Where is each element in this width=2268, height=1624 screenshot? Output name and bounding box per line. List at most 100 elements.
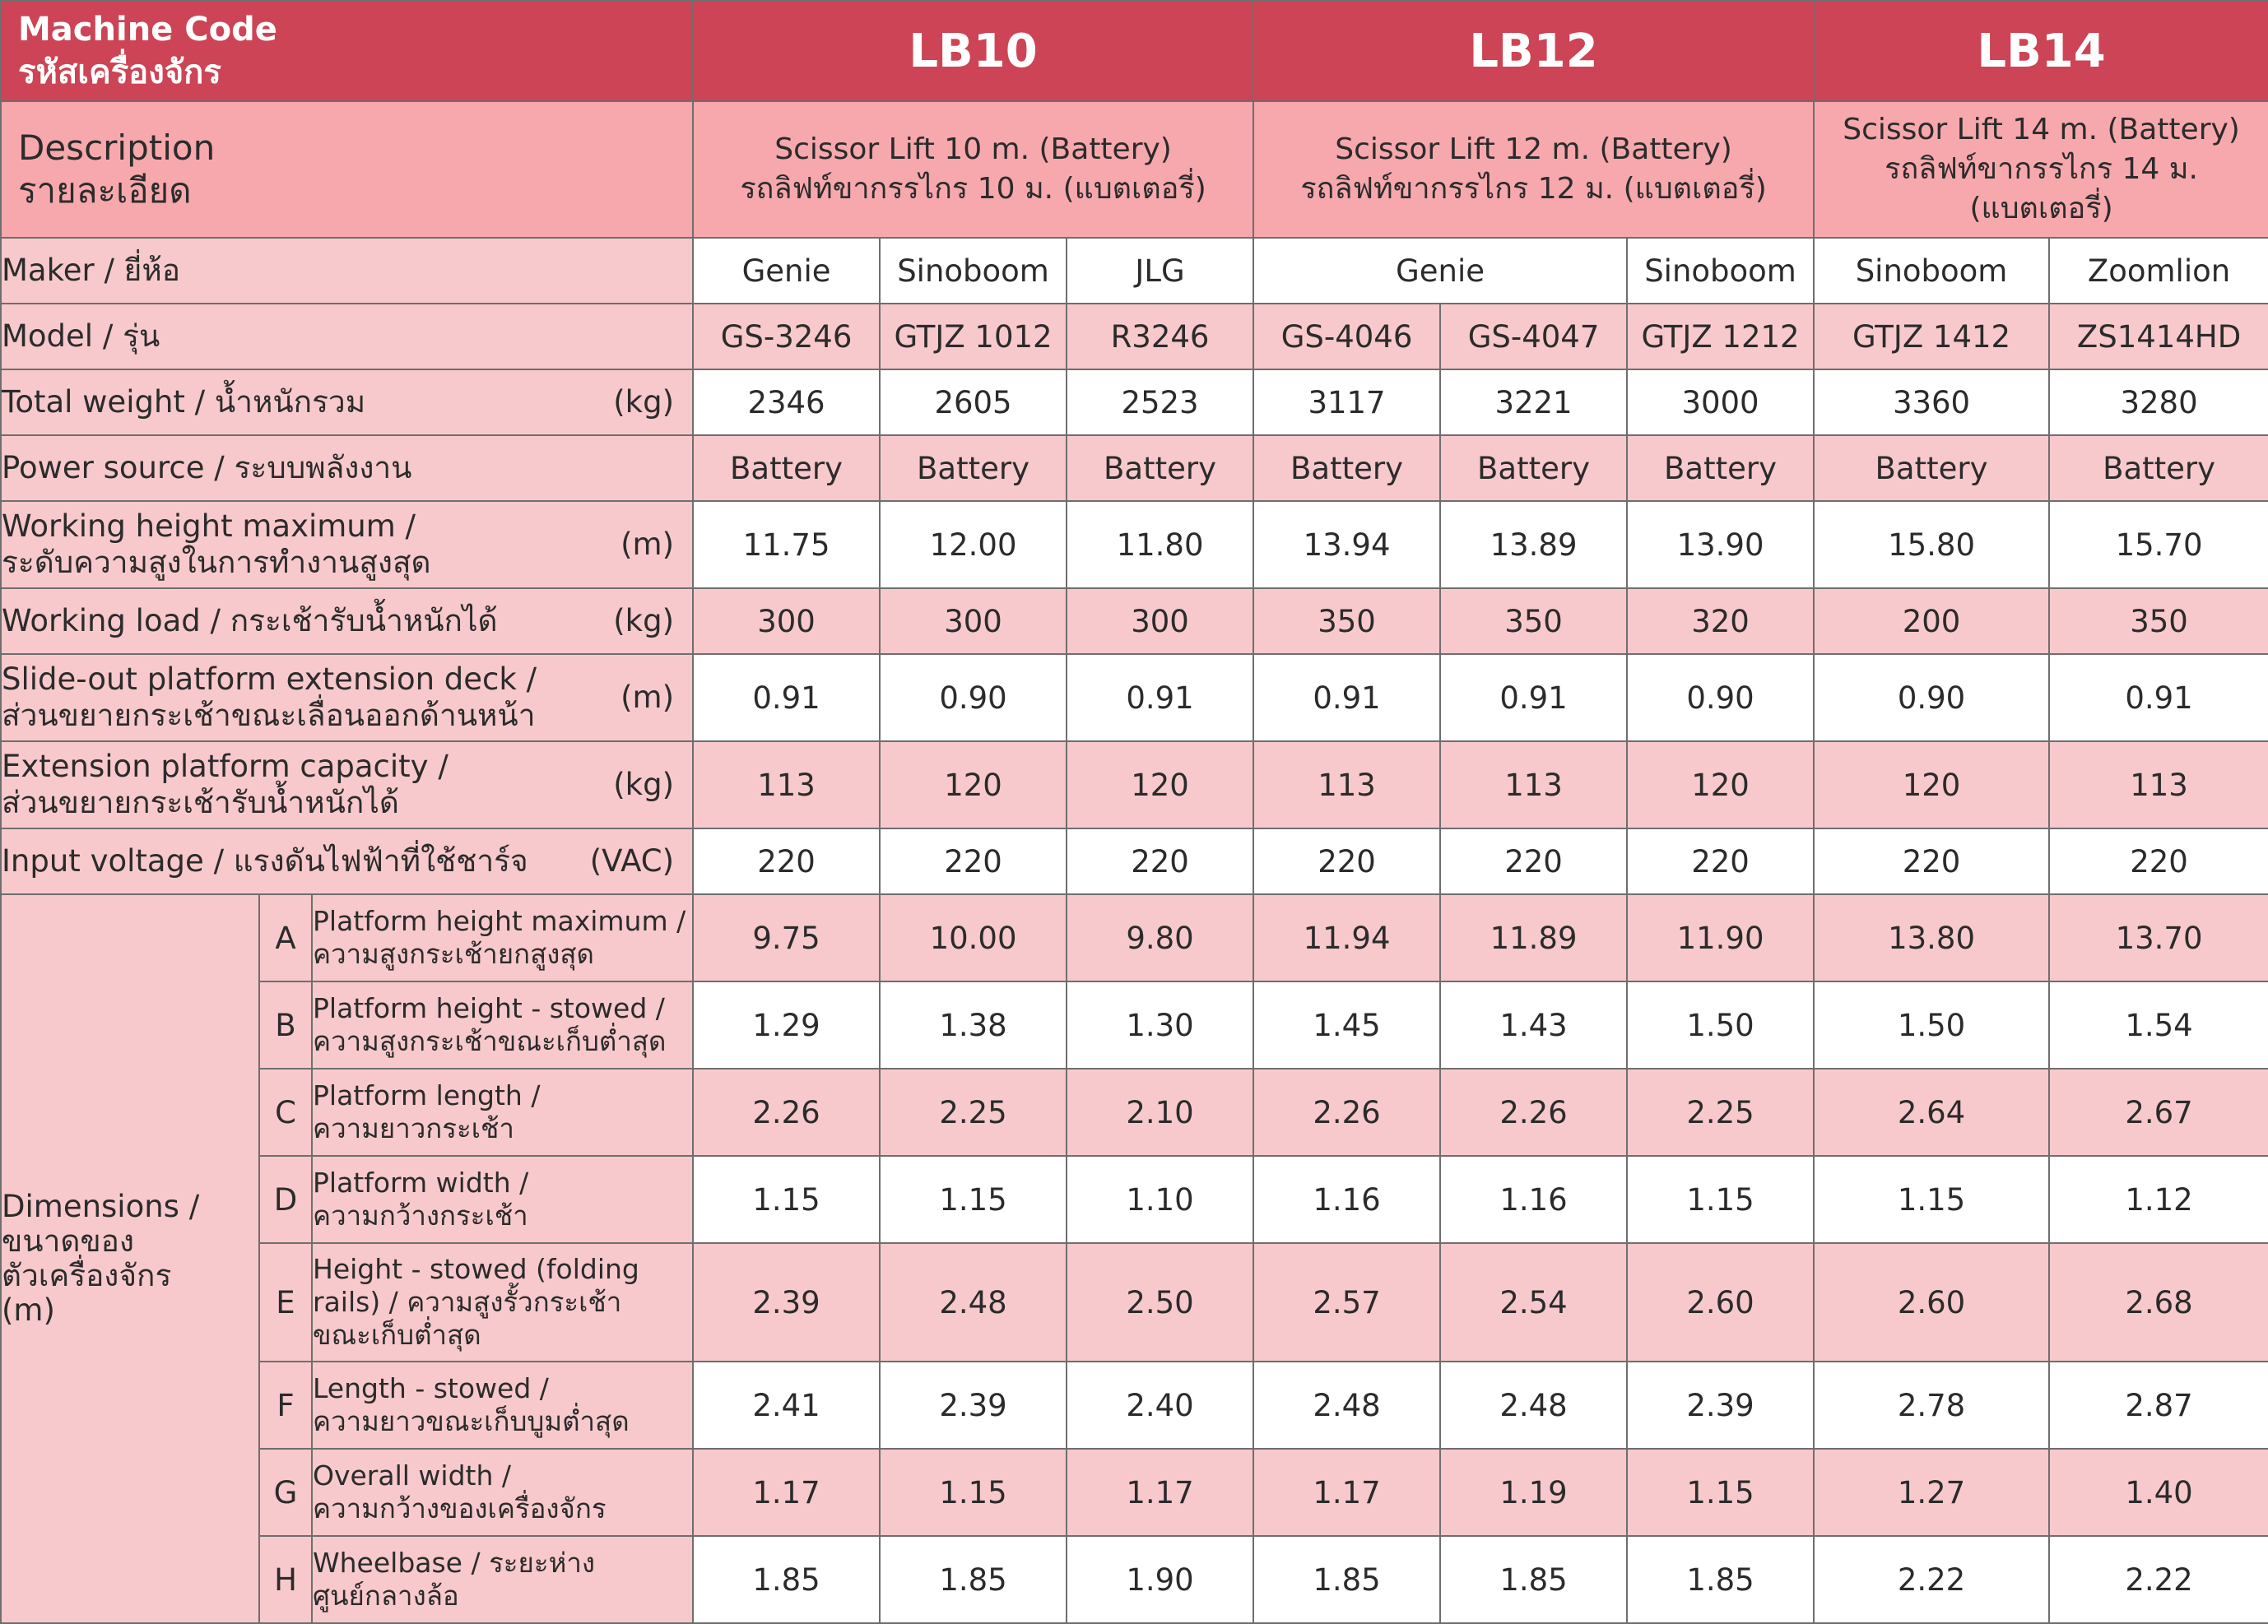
- unit-label: (kg): [613, 767, 675, 802]
- input-voltage-cell: 220: [2048, 828, 2268, 895]
- dimension-cell: 1.16: [1439, 1155, 1629, 1244]
- header-row: Machine Code รหัสเครื่องจักร LB10 LB12 L…: [0, 0, 2268, 102]
- total-weight-cell: 3221: [1439, 369, 1629, 436]
- dimension-letter: H: [258, 1535, 313, 1624]
- working-height-cell: 13.89: [1439, 500, 1629, 589]
- dimension-cell: 1.85: [879, 1535, 1068, 1624]
- dimension-cell: 2.22: [2048, 1535, 2268, 1624]
- working-height-cell: 12.00: [879, 500, 1068, 589]
- unit-label: (kg): [613, 603, 675, 638]
- power-source-cell: Battery: [1439, 434, 1629, 502]
- dimension-cell: 1.17: [1253, 1448, 1442, 1537]
- dimension-letter: B: [258, 981, 313, 1070]
- dimension-cell: 2.68: [2048, 1242, 2268, 1362]
- working-load-cell: 300: [692, 587, 881, 655]
- dimension-letter: D: [258, 1155, 313, 1244]
- dimension-cell: 2.26: [1439, 1068, 1629, 1157]
- working-height-cell: 15.70: [2048, 500, 2268, 589]
- dimension-cell: 2.87: [2048, 1361, 2268, 1450]
- power-source-label: Power source / ระบบพลังงาน: [0, 434, 695, 502]
- working-height-label: Working height maximum / ระดับความสูงในกา…: [0, 500, 695, 589]
- dimension-cell: 13.80: [1813, 893, 2051, 982]
- dimension-row-g: G Overall width / ความกว้างของเครื่องจักร…: [1, 1448, 2268, 1537]
- input-voltage-cell: 220: [1626, 828, 1815, 895]
- total-weight-label: Total weight / น้ำหนักรวม (kg): [0, 369, 695, 436]
- extension-capacity-cell: 120: [879, 740, 1068, 829]
- maker-cell: Sinoboom: [1626, 237, 1815, 304]
- dimension-cell: 2.78: [1813, 1361, 2051, 1450]
- dimension-cell: 1.27: [1813, 1448, 2051, 1537]
- dimension-cell: 1.30: [1066, 981, 1255, 1070]
- dimension-cell: 1.10: [1066, 1155, 1255, 1244]
- input-voltage-cell: 220: [692, 828, 881, 895]
- slide-out-label: Slide-out platform extension deck / ส่วนข…: [0, 653, 695, 742]
- total-weight-cell: 3360: [1813, 369, 2051, 436]
- model-cell: GTJZ 1412: [1813, 303, 2051, 370]
- dimension-cell: 13.70: [2048, 893, 2268, 982]
- dimension-cell: 2.10: [1066, 1068, 1255, 1157]
- input-voltage-cell: 220: [1253, 828, 1442, 895]
- dimension-cell: 1.12: [2048, 1155, 2268, 1244]
- total-weight-cell: 3280: [2048, 369, 2268, 436]
- power-source-cell: Battery: [1813, 434, 2051, 502]
- working-height-cell: 13.90: [1626, 500, 1815, 589]
- dimension-cell: 2.57: [1253, 1242, 1442, 1362]
- extension-capacity-cell: 120: [1066, 740, 1255, 829]
- working-load-label: Working load / กระเช้ารับน้ำหนักได้ (kg): [0, 587, 695, 655]
- dimension-cell: 1.45: [1253, 981, 1442, 1070]
- input-voltage-label: Input voltage / แรงดันไฟฟ้าที่ใช้ชาร์จ (V…: [0, 828, 695, 895]
- maker-row: Maker / ยี่ห้อ Genie Sinoboom JLG Genie …: [0, 237, 2268, 304]
- dimension-cell: 1.90: [1066, 1535, 1255, 1624]
- unit-label: (kg): [613, 384, 675, 420]
- power-source-cell: Battery: [692, 434, 881, 502]
- slide-out-cell: 0.91: [1066, 653, 1255, 742]
- dimension-cell: 9.75: [692, 893, 881, 982]
- dimension-letter: F: [258, 1361, 313, 1450]
- slide-out-row: Slide-out platform extension deck / ส่วนข…: [0, 653, 2268, 742]
- dimension-cell: 2.41: [692, 1361, 881, 1450]
- dimension-cell: 10.00: [879, 893, 1068, 982]
- dimension-letter: G: [258, 1448, 313, 1537]
- model-cell: GS-3246: [692, 303, 881, 370]
- dimension-cell: 2.25: [1626, 1068, 1815, 1157]
- dimension-cell: 1.85: [1439, 1535, 1629, 1624]
- input-voltage-cell: 220: [1813, 828, 2051, 895]
- extension-capacity-cell: 113: [692, 740, 881, 829]
- working-load-cell: 350: [1253, 587, 1442, 655]
- dimension-cell: 1.15: [1626, 1448, 1815, 1537]
- dimension-cell: 1.85: [1626, 1535, 1815, 1624]
- dimension-label: Overall width / ความกว้างของเครื่องจักร: [310, 1448, 695, 1537]
- dimensions-label: Dimensions / ขนาดของ ตัวเครื่องจักร (m): [0, 893, 260, 1624]
- extension-capacity-cell: 113: [1439, 740, 1629, 829]
- dimension-row-d: D Platform width / ความกว้างกระเช้า 1.15 …: [1, 1155, 2268, 1244]
- group-lb12: LB12: [1253, 0, 1815, 102]
- dimension-cell: 1.54: [2048, 981, 2268, 1070]
- working-height-row: Working height maximum / ระดับความสูงในกา…: [0, 500, 2268, 589]
- power-source-cell: Battery: [2048, 434, 2268, 502]
- model-row: Model / รุ่น GS-3246 GTJZ 1012 R3246 GS-…: [0, 303, 2268, 370]
- dimension-cell: 9.80: [1066, 893, 1255, 982]
- dimension-label: Platform height maximum / ความสูงกระเช้า…: [310, 893, 695, 982]
- dimension-cell: 2.39: [1626, 1361, 1815, 1450]
- model-label: Model / รุ่น: [0, 303, 695, 370]
- unit-label: (m): [620, 680, 675, 715]
- dimension-cell: 11.89: [1439, 893, 1629, 982]
- dimension-cell: 2.39: [879, 1361, 1068, 1450]
- description-lb14: Scissor Lift 14 m. (Battery) รถลิฟท์ขากร…: [1813, 100, 2268, 239]
- slide-out-cell: 0.91: [692, 653, 881, 742]
- total-weight-cell: 2605: [879, 369, 1068, 436]
- power-source-cell: Battery: [1626, 434, 1815, 502]
- model-cell: GTJZ 1012: [879, 303, 1068, 370]
- extension-capacity-label: Extension platform capacity / ส่วนขยายกระ…: [0, 740, 695, 829]
- working-load-cell: 300: [1066, 587, 1255, 655]
- dimension-label: Platform length / ความยาวกระเช้า: [310, 1068, 695, 1157]
- extension-capacity-cell: 113: [1253, 740, 1442, 829]
- power-source-cell: Battery: [1253, 434, 1442, 502]
- slide-out-cell: 0.91: [2048, 653, 2268, 742]
- total-weight-cell: 2346: [692, 369, 881, 436]
- maker-cell: JLG: [1066, 237, 1255, 304]
- extension-capacity-cell: 113: [2048, 740, 2268, 829]
- dimension-label: Wheelbase / ระยะห่าง ศูนย์กลางล้อ: [310, 1535, 695, 1624]
- model-cell: ZS1414HD: [2048, 303, 2268, 370]
- power-source-row: Power source / ระบบพลังงาน Battery Batte…: [0, 434, 2268, 502]
